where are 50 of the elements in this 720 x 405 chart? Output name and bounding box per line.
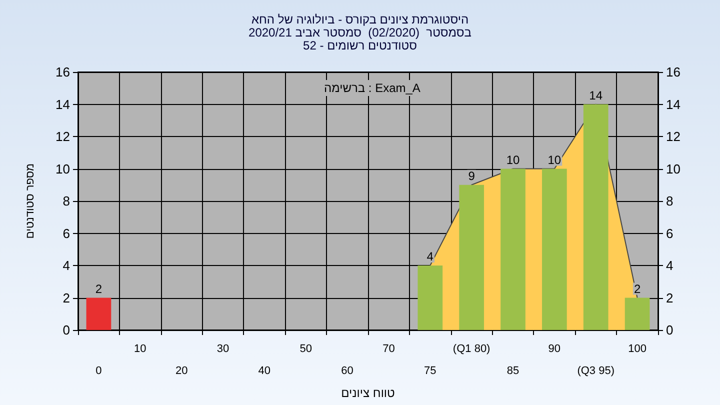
y-tick-label: 16 (56, 64, 70, 80)
x-tick-label: (Q3 95) (577, 365, 615, 377)
data-label: 2 (95, 282, 102, 296)
y-tick-label: 10 (56, 161, 70, 176)
y-tick-label: 2 (62, 290, 70, 306)
y-tick-label: 14 (56, 96, 70, 112)
chart-title: היסטוגרמת ציונים בקורס - ביולוגיה של החא בסמסטר (02/2020) סמסטר אביב 2020/21 סטודנטים רשומים - 52 (248, 12, 472, 52)
y2-tick-label: 0 (666, 322, 674, 338)
y2-tick-label: 4 (666, 258, 674, 273)
y2-tick-label: 2 (666, 290, 674, 306)
bar (418, 266, 443, 330)
x-tick-label: 90 (548, 343, 561, 355)
y-tick-label: 8 (62, 194, 70, 208)
x-tick-label: 100 (628, 343, 646, 355)
x-tick-label: 70 (382, 343, 395, 355)
x-tick-label: 10 (134, 343, 146, 355)
bar (459, 184, 484, 330)
y-tick-label: 0 (62, 322, 70, 338)
data-label: 10 (548, 152, 562, 167)
x-tick-label: 75 (424, 365, 436, 377)
x-tick-label: 20 (175, 365, 188, 377)
y2-tick-label: 6 (666, 226, 674, 241)
bar (86, 298, 112, 330)
y-tick-label: 12 (56, 129, 70, 144)
x-tick-label: 50 (300, 343, 312, 355)
bar (624, 298, 650, 330)
annotation: ברשימה : Exam_A (324, 81, 420, 95)
y-tick-label: 6 (62, 226, 70, 241)
bar (583, 104, 608, 330)
y-axis-title: מספר סטודנטים (24, 163, 36, 239)
x-tick-label: 40 (258, 365, 271, 377)
data-label: 4 (426, 250, 434, 264)
data-label: 2 (634, 282, 641, 296)
y2-tick-label: 12 (666, 129, 680, 144)
y2-tick-label: 14 (666, 96, 680, 112)
y2-tick-label: 16 (666, 64, 680, 80)
bar (542, 168, 567, 330)
x-tick-label: 30 (216, 343, 230, 355)
x-tick-label: (Q1 80) (452, 343, 490, 355)
y-tick-label: 4 (62, 258, 70, 273)
x-tick-label: 60 (341, 365, 354, 377)
x-axis-title: טווח ציונים (341, 386, 396, 400)
data-label: 10 (506, 152, 520, 167)
data-label: 9 (468, 168, 476, 183)
data-label: 14 (589, 88, 603, 102)
x-tick-label: 85 (506, 365, 520, 377)
bar (500, 168, 526, 330)
y2-tick-label: 8 (666, 194, 674, 208)
y2-tick-label: 10 (666, 161, 680, 176)
x-tick-label: 0 (96, 365, 102, 377)
